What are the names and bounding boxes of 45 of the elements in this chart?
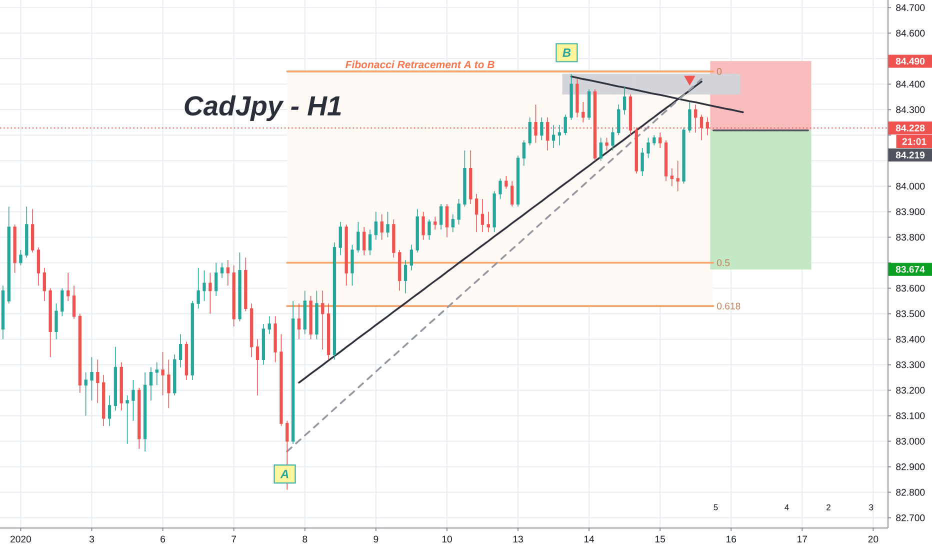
x-tick-label: 2020: [10, 536, 32, 542]
x-tick-label: 3: [89, 536, 94, 542]
x-tick-label: 15: [655, 536, 666, 542]
annotation: 2: [826, 504, 830, 510]
annotation: 4: [784, 504, 789, 510]
y-tick-label: 84.600: [896, 30, 925, 37]
y-tick-label: 84.700: [896, 4, 925, 12]
y-tick-label: 83.200: [896, 386, 925, 394]
y-tick-label: 83.100: [896, 412, 925, 420]
text: 84.219: [896, 152, 925, 158]
y-tick-label: 82.700: [896, 514, 925, 522]
x-tick-label: 16: [726, 536, 736, 542]
series-label: 0.5: [717, 259, 730, 266]
x-tick-label: 13: [513, 536, 523, 542]
y-tick-label: 83.900: [896, 208, 925, 216]
y-tick-label: 83.400: [896, 336, 925, 343]
series-label: 0.618: [717, 302, 740, 310]
x-tick-label: 6: [160, 536, 166, 542]
y-tick-label: 84.400: [896, 80, 925, 88]
annotation: 3: [869, 504, 874, 510]
annotation: 5: [714, 504, 718, 510]
y-tick-label: 83.300: [896, 361, 925, 368]
annotation: A: [280, 470, 288, 478]
x-tick-label: 14: [584, 536, 594, 542]
x-tick-label: 10: [442, 536, 452, 542]
ref-line-label: 84.228: [896, 124, 925, 132]
y-tick-label: 84.300: [896, 106, 925, 114]
text: CadJpy - H1: [184, 95, 341, 122]
text: 83.674: [896, 266, 925, 273]
annotation: Fibonacci Retracement A to B: [345, 60, 494, 68]
y-tick-label: 83.600: [896, 284, 925, 292]
x-tick-label: 8: [302, 536, 308, 542]
x-tick-label: 20: [868, 536, 878, 542]
y-tick-label: 83.500: [896, 310, 925, 318]
y-tick-label: 84.000: [896, 182, 925, 190]
text: 84.490: [896, 58, 925, 65]
y-tick-label: 82.800: [896, 488, 925, 496]
y-tick-label: 82.900: [896, 463, 925, 470]
x-tick-label: 7: [232, 536, 236, 542]
text: 21:01: [902, 138, 926, 145]
y-tick-label: 83.000: [896, 438, 925, 445]
y-tick-label: 83.800: [896, 234, 925, 241]
x-tick-label: 9: [374, 536, 378, 542]
x-tick-label: 17: [798, 536, 808, 542]
annotation: B: [562, 48, 571, 57]
